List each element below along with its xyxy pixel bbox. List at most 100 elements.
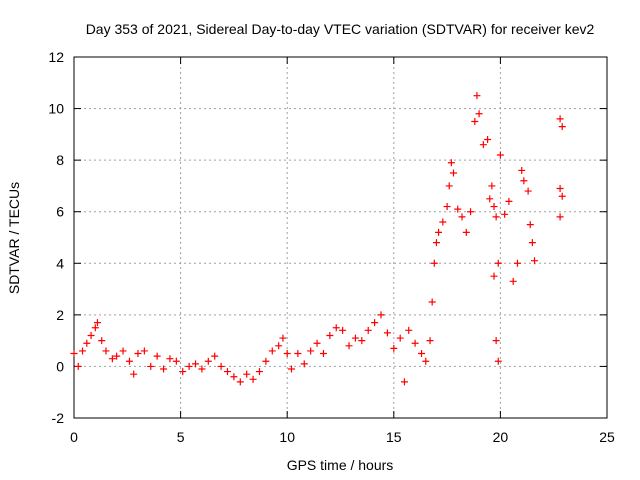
data-point	[91, 324, 99, 332]
data-point	[462, 228, 470, 236]
data-point	[531, 257, 539, 265]
data-point	[166, 355, 174, 363]
data-point	[396, 334, 404, 342]
data-point	[279, 334, 287, 342]
data-point	[204, 357, 212, 365]
grid	[74, 57, 607, 418]
data-point	[130, 370, 138, 378]
data-point	[192, 360, 200, 368]
data-point	[262, 357, 270, 365]
data-point	[179, 368, 187, 376]
data-point	[198, 365, 206, 373]
data-point	[439, 218, 447, 226]
data-point	[556, 185, 564, 193]
data-point	[83, 339, 91, 347]
data-point	[287, 365, 295, 373]
x-axis-ticks: 0 5 10 15 20 25	[70, 57, 615, 445]
data-point	[558, 123, 566, 131]
data-point	[358, 337, 366, 345]
data-point	[411, 339, 419, 347]
data-point	[528, 239, 536, 247]
data-point	[447, 159, 455, 167]
y-tick-label: 2	[56, 307, 64, 323]
data-point	[236, 378, 244, 386]
data-point	[494, 259, 502, 267]
data-point	[79, 347, 87, 355]
data-point	[326, 331, 334, 339]
data-point	[275, 342, 283, 350]
data-point	[513, 259, 521, 267]
data-point	[467, 208, 475, 216]
data-point	[98, 337, 106, 345]
x-tick-label: 25	[599, 429, 615, 445]
y-tick-label: 6	[56, 204, 64, 220]
data-point	[494, 357, 502, 365]
data-point	[313, 339, 321, 347]
data-point	[224, 368, 232, 376]
data-point	[345, 342, 353, 350]
data-point	[558, 192, 566, 200]
data-point	[400, 378, 408, 386]
data-point	[74, 362, 82, 370]
y-tick-label: 12	[48, 49, 64, 65]
data-point	[449, 169, 457, 177]
data-point	[160, 365, 168, 373]
data-point	[108, 355, 116, 363]
data-point	[102, 347, 110, 355]
data-point	[471, 117, 479, 125]
x-tick-label: 20	[493, 429, 509, 445]
data-point	[147, 362, 155, 370]
data-point	[332, 324, 340, 332]
data-point	[479, 141, 487, 149]
data-point	[445, 182, 453, 190]
data-point	[294, 350, 302, 358]
data-point	[486, 195, 494, 203]
data-point	[518, 166, 526, 174]
data-point	[300, 360, 308, 368]
data-point	[509, 277, 517, 285]
data-point	[243, 370, 251, 378]
data-point	[153, 352, 161, 360]
data-point	[185, 362, 193, 370]
data-point	[172, 357, 180, 365]
data-point	[255, 368, 263, 376]
data-point	[475, 110, 483, 118]
data-point	[501, 210, 509, 218]
data-point	[390, 344, 398, 352]
data-point	[524, 187, 532, 195]
data-point	[492, 337, 500, 345]
chart-title: Day 353 of 2021, Sidereal Day-to-day VTE…	[86, 21, 595, 37]
y-tick-label: 0	[56, 358, 64, 374]
data-point	[556, 115, 564, 123]
data-point	[426, 337, 434, 345]
data-points	[70, 92, 566, 386]
data-point	[428, 298, 436, 306]
data-point	[217, 362, 225, 370]
plot-frame	[73, 56, 608, 419]
data-point	[140, 347, 148, 355]
data-point	[418, 350, 426, 358]
data-point	[249, 375, 257, 383]
data-point	[119, 347, 127, 355]
data-point	[556, 213, 564, 221]
y-tick-label: 8	[56, 152, 64, 168]
data-point	[230, 373, 238, 381]
data-point	[505, 197, 513, 205]
data-point	[70, 350, 78, 358]
data-point	[454, 205, 462, 213]
y-tick-label: 10	[48, 101, 64, 117]
data-point	[520, 177, 528, 185]
data-point	[125, 357, 133, 365]
data-point	[490, 272, 498, 280]
data-point	[422, 357, 430, 365]
y-axis-ticks: -2 0 2 4 6 8 10 12	[48, 49, 607, 426]
data-point	[268, 347, 276, 355]
data-point	[339, 326, 347, 334]
data-point	[490, 203, 498, 211]
data-point	[383, 329, 391, 337]
data-point	[526, 221, 534, 229]
y-tick-label: -2	[52, 410, 65, 426]
data-point	[113, 352, 121, 360]
data-point	[405, 326, 413, 334]
